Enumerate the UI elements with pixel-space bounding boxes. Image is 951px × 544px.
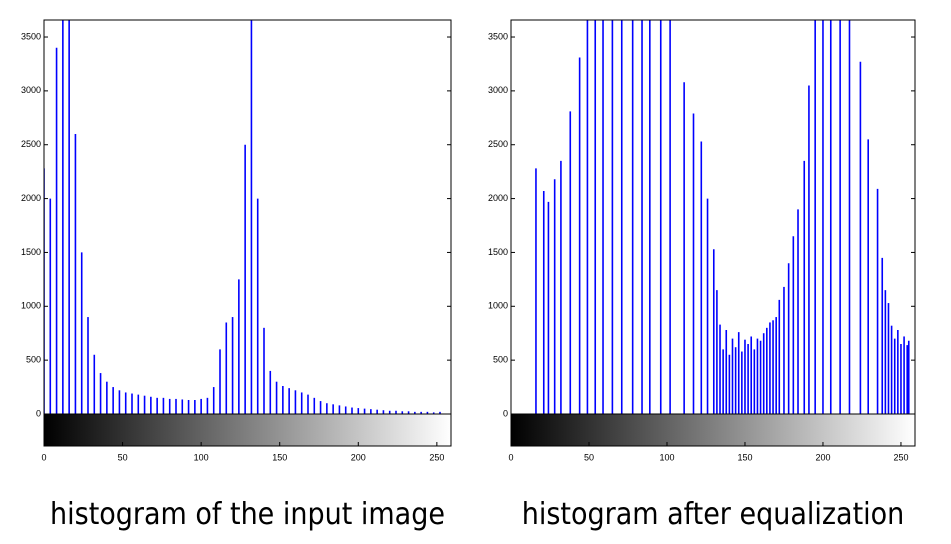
- x-tick-label: 200: [815, 452, 830, 462]
- x-tick-label: 250: [893, 452, 908, 462]
- x-tick-label: 100: [194, 452, 209, 462]
- plot-area: [44, 20, 451, 414]
- y-tick-label: 3000: [488, 85, 508, 95]
- x-tick-label: 150: [737, 452, 752, 462]
- x-tick-label: 0: [508, 452, 513, 462]
- axes-box: [43, 19, 452, 415]
- y-tick-label: 500: [26, 355, 41, 365]
- y-tick-label: 1500: [488, 247, 508, 257]
- y-tick-label: 1000: [488, 301, 508, 311]
- y-tick-label: 2000: [488, 193, 508, 203]
- y-tick-label: 500: [493, 355, 508, 365]
- y-tick-label: 1500: [21, 247, 41, 257]
- x-tick-label: 50: [118, 452, 128, 462]
- y-tick-label: 3500: [488, 31, 508, 41]
- y-tick-label: 2500: [488, 139, 508, 149]
- y-tick-label: 0: [503, 408, 508, 418]
- stems: [44, 20, 451, 414]
- x-tick-label: 200: [351, 452, 366, 462]
- stems: [511, 20, 915, 414]
- x-tick-label: 150: [272, 452, 287, 462]
- y-tick-label: 3500: [21, 31, 41, 41]
- colorbar: [43, 413, 452, 447]
- caption: histogram after equalization: [522, 497, 905, 532]
- x-tick-label: 50: [584, 452, 594, 462]
- caption: histogram of the input image: [50, 497, 445, 532]
- y-tick-label: 2500: [21, 139, 41, 149]
- y-tick-label: 2000: [21, 193, 41, 203]
- x-tick-label: 100: [659, 452, 674, 462]
- y-tick-label: 1000: [21, 301, 41, 311]
- axes-box: [510, 19, 916, 415]
- y-tick-label: 0: [36, 408, 41, 418]
- y-tick-label: 3000: [21, 85, 41, 95]
- x-tick-label: 250: [429, 452, 444, 462]
- x-tick-label: 0: [41, 452, 46, 462]
- colorbar: [510, 413, 916, 447]
